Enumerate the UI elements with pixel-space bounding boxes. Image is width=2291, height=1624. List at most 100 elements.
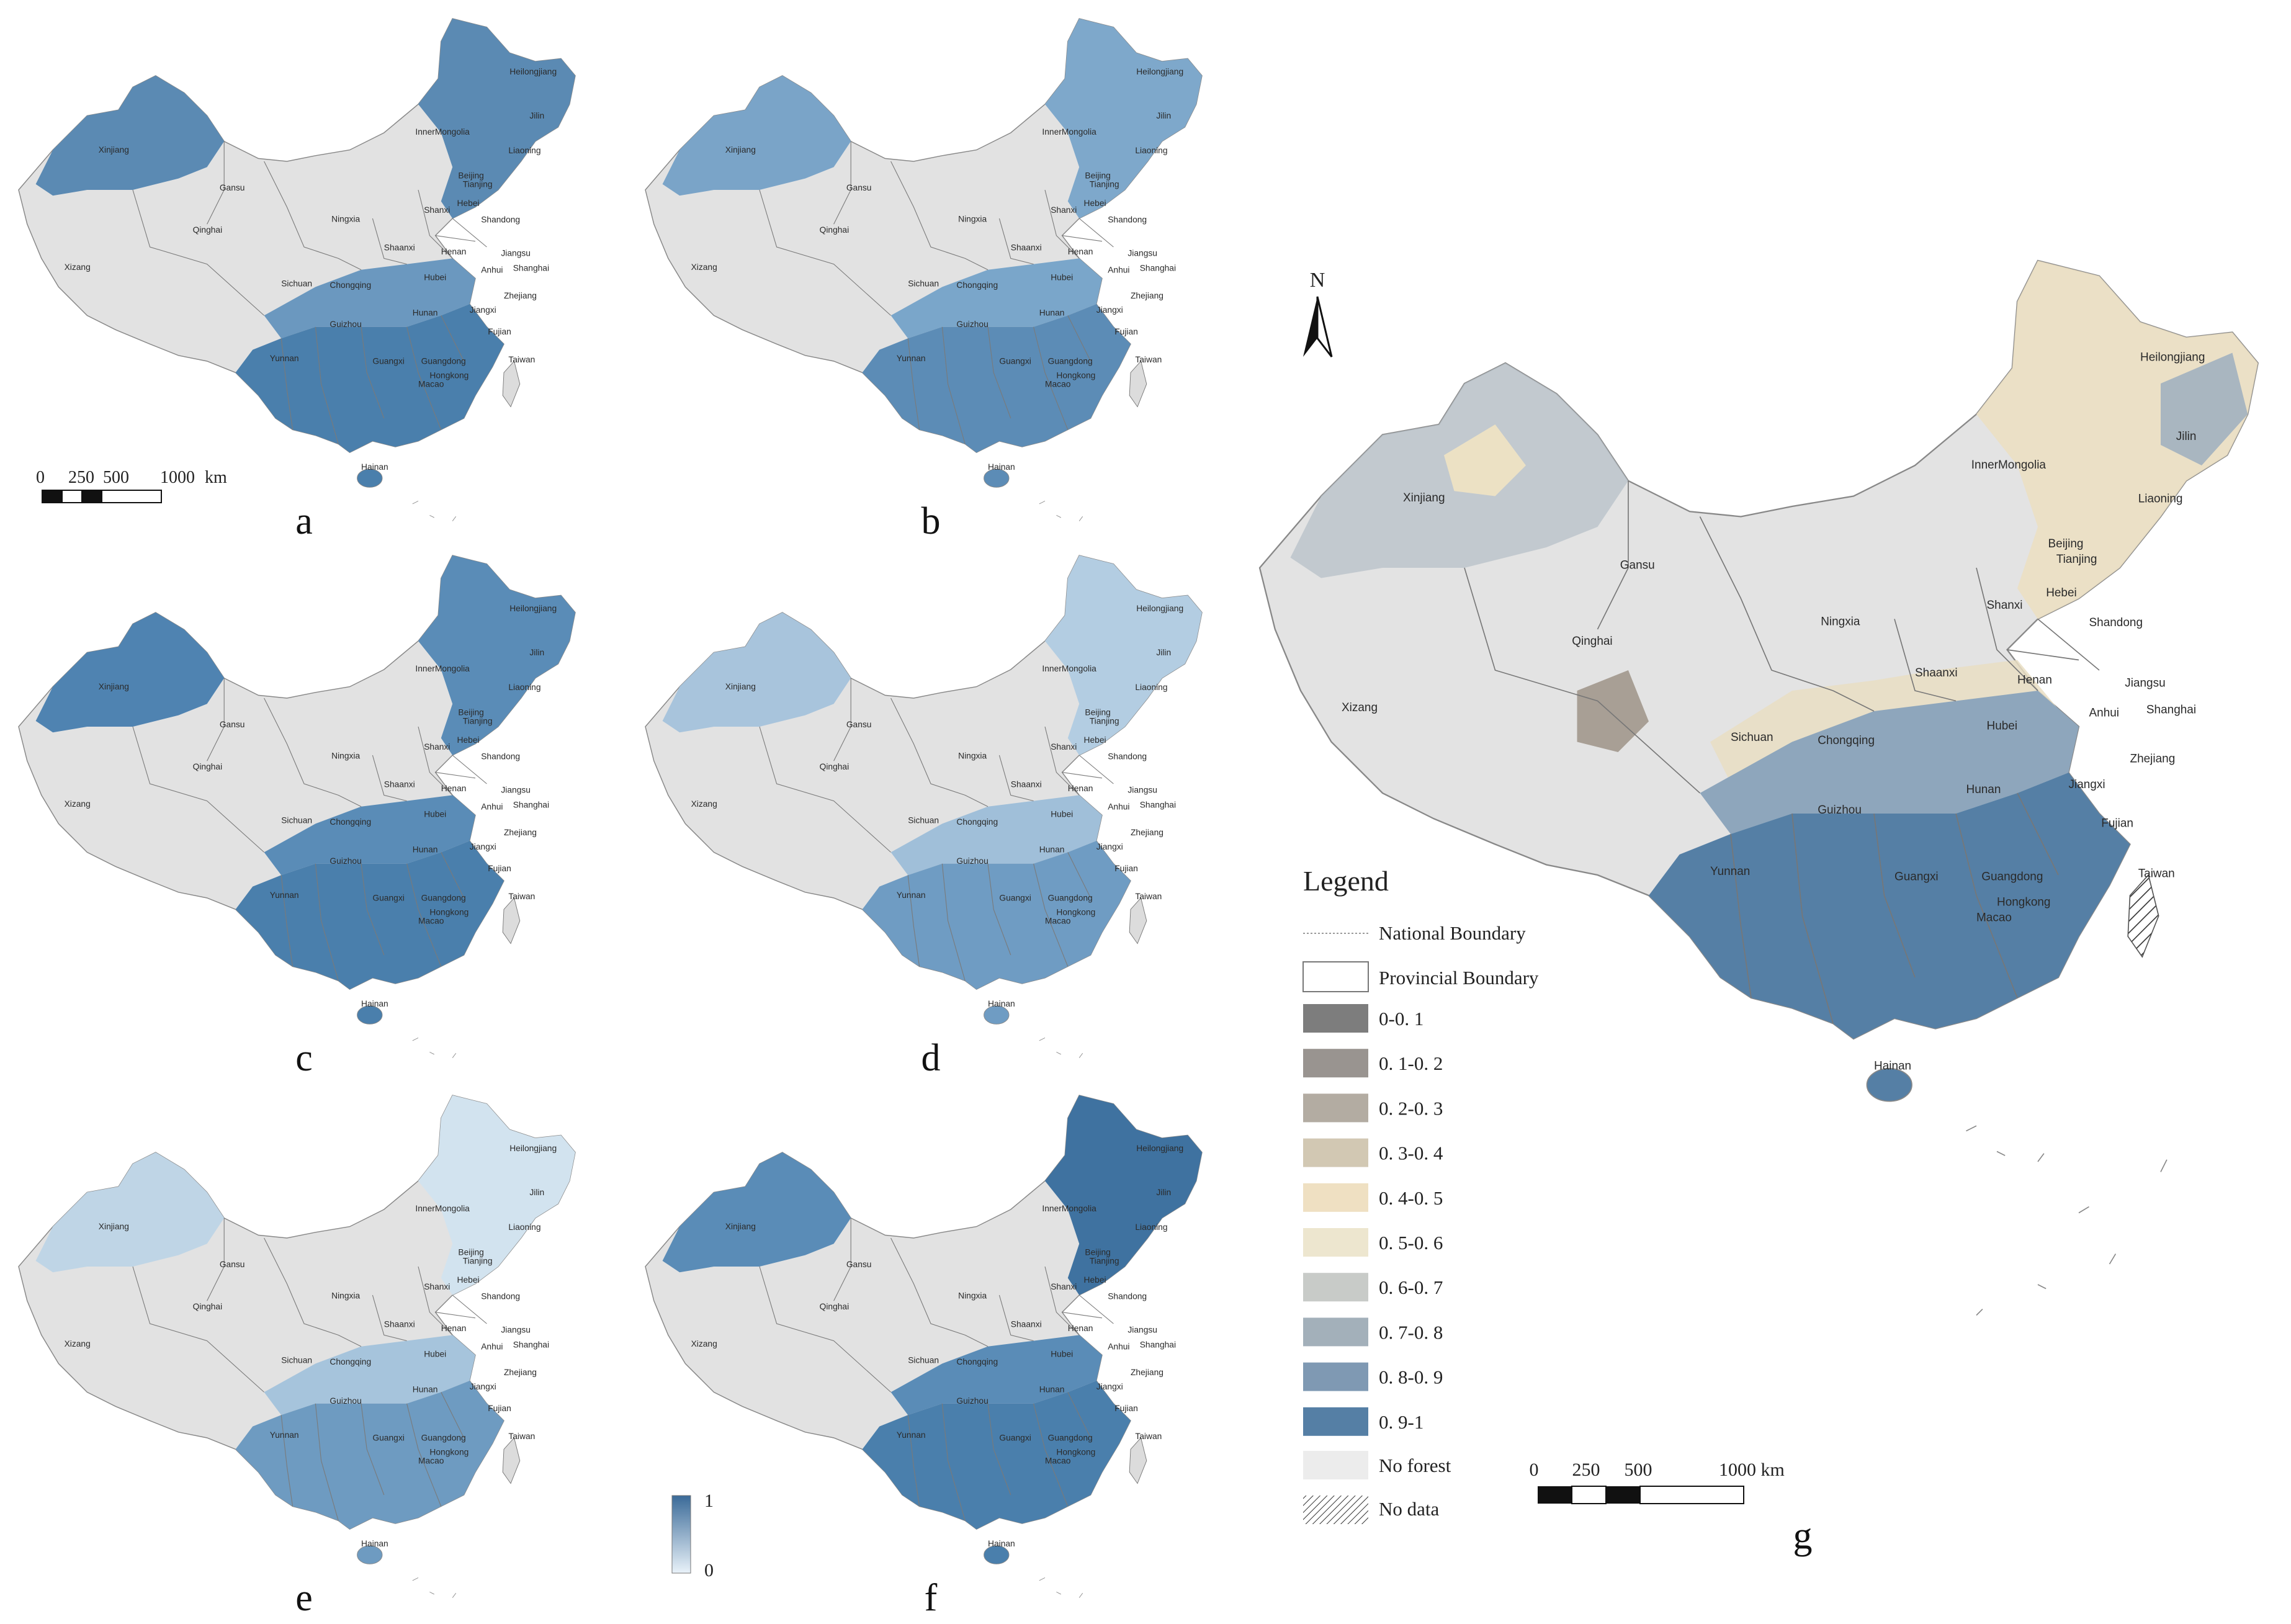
panel-label: Shandong <box>481 1291 520 1301</box>
legend-class-swatch <box>1303 1317 1368 1347</box>
panel-label: Jiangsu <box>501 786 531 795</box>
legend-class-swatch <box>1303 1004 1368 1033</box>
panel-label: Heilongjiang <box>1136 67 1183 76</box>
panel-label: Qinghai <box>820 762 850 771</box>
panel-label: Chongqing <box>330 280 371 290</box>
panel-label: Jilin <box>1156 1188 1171 1197</box>
legend-class-swatch <box>1303 1228 1368 1257</box>
main-map-taiwan-nodata <box>2127 874 2159 958</box>
legend-class-swatch <box>1303 1093 1368 1123</box>
panel-label: Xizang <box>691 262 717 272</box>
panel-label: Shanghai <box>513 264 549 273</box>
legend-class-label: 0. 7-0. 8 <box>1379 1321 1443 1343</box>
panel-label: Heilongjiang <box>1136 1144 1183 1153</box>
panel-label: Hainan <box>988 999 1015 1008</box>
panel-label: Macao <box>1045 1456 1071 1465</box>
panel-label: Henan <box>441 247 467 256</box>
panel-label: Hainan <box>988 462 1015 472</box>
main-scale-tick-500: 500 <box>1625 1460 1652 1480</box>
panel-label: Zhejiang <box>504 1368 537 1377</box>
panel-label: Macao <box>1045 916 1071 925</box>
north-arrow: N <box>1303 269 1333 357</box>
panel-label: Hubei <box>1051 272 1073 282</box>
legend-class-label: 0. 5-0. 6 <box>1379 1232 1443 1254</box>
panel-label: Hongkong <box>1056 371 1095 380</box>
panel-label: Fujian <box>488 327 511 336</box>
panel-label: Jiangxi <box>1096 842 1123 851</box>
panel-label: Taiwan <box>1135 1432 1162 1441</box>
panel-label: Guizhou <box>956 856 988 866</box>
panel-label: Hunan <box>1039 1384 1065 1394</box>
label-anhui: Anhui <box>2089 706 2120 719</box>
panel-label: Shaanxi <box>384 243 415 253</box>
panel-labels: Heilongjiang Jilin Liaoning InnerMongolia Xi… <box>691 1144 1184 1548</box>
legend-class-swatch <box>1303 1049 1368 1078</box>
label-yunnan: Yunnan <box>1710 865 1750 878</box>
panel-south-sea-islands <box>1039 1037 1083 1058</box>
panel-label: Qinghai <box>820 1302 850 1311</box>
colorbar-min: 0 <box>704 1560 714 1581</box>
panel-taiwan <box>1129 897 1147 944</box>
panel-label: Shanghai <box>1140 264 1176 273</box>
panel-label: Guangxi <box>372 894 404 903</box>
panel-label: Liaoning <box>1135 683 1167 692</box>
label-guangdong: Guangdong <box>1981 870 2043 883</box>
main-map-g: Heilongjiang Jilin Liaoning InnerMongoli… <box>1258 259 2259 1316</box>
panel-label: Guangdong <box>1048 894 1093 903</box>
panel-label: Ningxia <box>331 1291 360 1301</box>
panel-label: Shanghai <box>1140 801 1176 810</box>
panel-label: Shanxi <box>1051 1282 1077 1291</box>
main-map-ne-east-forest <box>2161 352 2248 465</box>
label-taiwan: Taiwan <box>2138 867 2175 880</box>
label-gansu: Gansu <box>1620 559 1655 572</box>
panel-letter-b: b <box>921 500 941 542</box>
panel-label: Guangxi <box>372 1433 404 1443</box>
panel-label: Guangxi <box>372 357 404 366</box>
panel-hainan <box>357 469 383 488</box>
panel-label: Xizang <box>691 1339 717 1348</box>
panel-label: Hainan <box>361 1539 388 1548</box>
main-map-hainan <box>1866 1068 1912 1102</box>
panel-label: Gansu <box>846 720 872 729</box>
panel-label: Shanxi <box>424 205 450 215</box>
panel-label: Anhui <box>481 265 503 274</box>
main-scale-seg-1 <box>1538 1486 1572 1504</box>
label-shandong: Shandong <box>2089 616 2143 629</box>
panel-south-sea-islands <box>412 1037 457 1058</box>
panel-label: Hunan <box>1039 308 1065 317</box>
label-xizang: Xizang <box>1342 701 1378 714</box>
panel-label: Hebei <box>1084 1275 1106 1285</box>
legend-class-label: 0. 9-1 <box>1379 1411 1423 1433</box>
panel-label: Liaoning <box>508 146 540 155</box>
north-arrow-left <box>1303 297 1317 357</box>
panel-label: Zhejiang <box>504 828 537 837</box>
panel-label: Shaanxi <box>384 780 415 789</box>
label-jiangxi: Jiangxi <box>2069 778 2105 791</box>
label-sichuan: Sichuan <box>1731 731 1773 744</box>
panel-label: Hubei <box>1051 1349 1073 1358</box>
panel-label: Guangdong <box>421 357 466 366</box>
panel-b: Heilongjiang Jilin Liaoning InnerMongolia Xi… <box>645 18 1203 521</box>
small-scale-tick: 500 <box>103 468 129 487</box>
label-shanghai: Shanghai <box>2146 703 2196 716</box>
panel-label: Xinjiang <box>725 1222 756 1231</box>
panel-label: Shaanxi <box>1011 243 1042 253</box>
panel-hainan <box>984 469 1010 488</box>
panel-label: InnerMongolia <box>415 1204 470 1213</box>
main-scale-tick-0: 0 <box>1530 1460 1539 1480</box>
panel-label: Shanxi <box>424 1282 450 1291</box>
panel-label: Fujian <box>488 1404 511 1413</box>
panel-label: Jilin <box>529 111 544 120</box>
legend-national-boundary: National Boundary <box>1379 922 1526 944</box>
panel-label: Beijing <box>1085 1248 1110 1257</box>
panel-label: Yunnan <box>897 1430 926 1440</box>
panel-label: Guangdong <box>421 1433 466 1443</box>
panel-label: InnerMongolia <box>1042 1204 1096 1213</box>
panel-label: Jiangsu <box>501 249 531 258</box>
label-guizhou: Guizhou <box>1818 804 1862 817</box>
panel-south-sea-islands <box>1039 1577 1083 1598</box>
panel-label: Hongkong <box>429 908 469 917</box>
panel-label: Shaanxi <box>384 1320 415 1329</box>
label-ningxia: Ningxia <box>1821 615 1860 628</box>
panel-label: Heilongjiang <box>509 1144 557 1153</box>
